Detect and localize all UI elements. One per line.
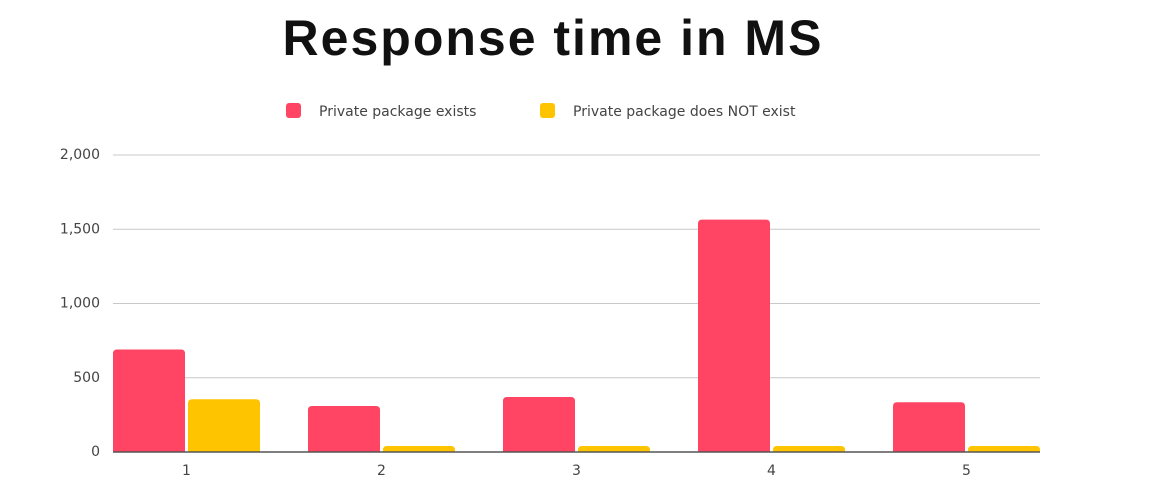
- bar: [188, 399, 260, 452]
- x-tick-label: 5: [962, 463, 971, 479]
- x-tick-label: 1: [182, 463, 191, 479]
- chart-title: Response time in MS: [283, 10, 824, 66]
- x-tick-label: 3: [572, 463, 581, 479]
- y-tick-label: 500: [73, 370, 100, 386]
- y-tick-label: 2,000: [60, 147, 100, 163]
- bar: [578, 446, 650, 452]
- legend-label: Private package does NOT exist: [573, 104, 796, 120]
- bar: [308, 405, 380, 452]
- bar: [968, 446, 1040, 452]
- legend-label: Private package exists: [319, 104, 476, 120]
- bar: [113, 349, 185, 452]
- legend-swatch: [540, 103, 555, 118]
- x-tick-label: 4: [767, 463, 776, 479]
- bar: [893, 402, 965, 452]
- bar: [698, 219, 770, 452]
- legend-swatch: [286, 103, 301, 118]
- y-tick-label: 1,500: [60, 221, 100, 237]
- y-tick-label: 0: [91, 444, 100, 460]
- bar: [773, 446, 845, 452]
- x-tick-label: 2: [377, 463, 386, 479]
- bar: [383, 446, 455, 452]
- y-tick-label: 1,000: [60, 296, 100, 312]
- bar: [503, 397, 575, 452]
